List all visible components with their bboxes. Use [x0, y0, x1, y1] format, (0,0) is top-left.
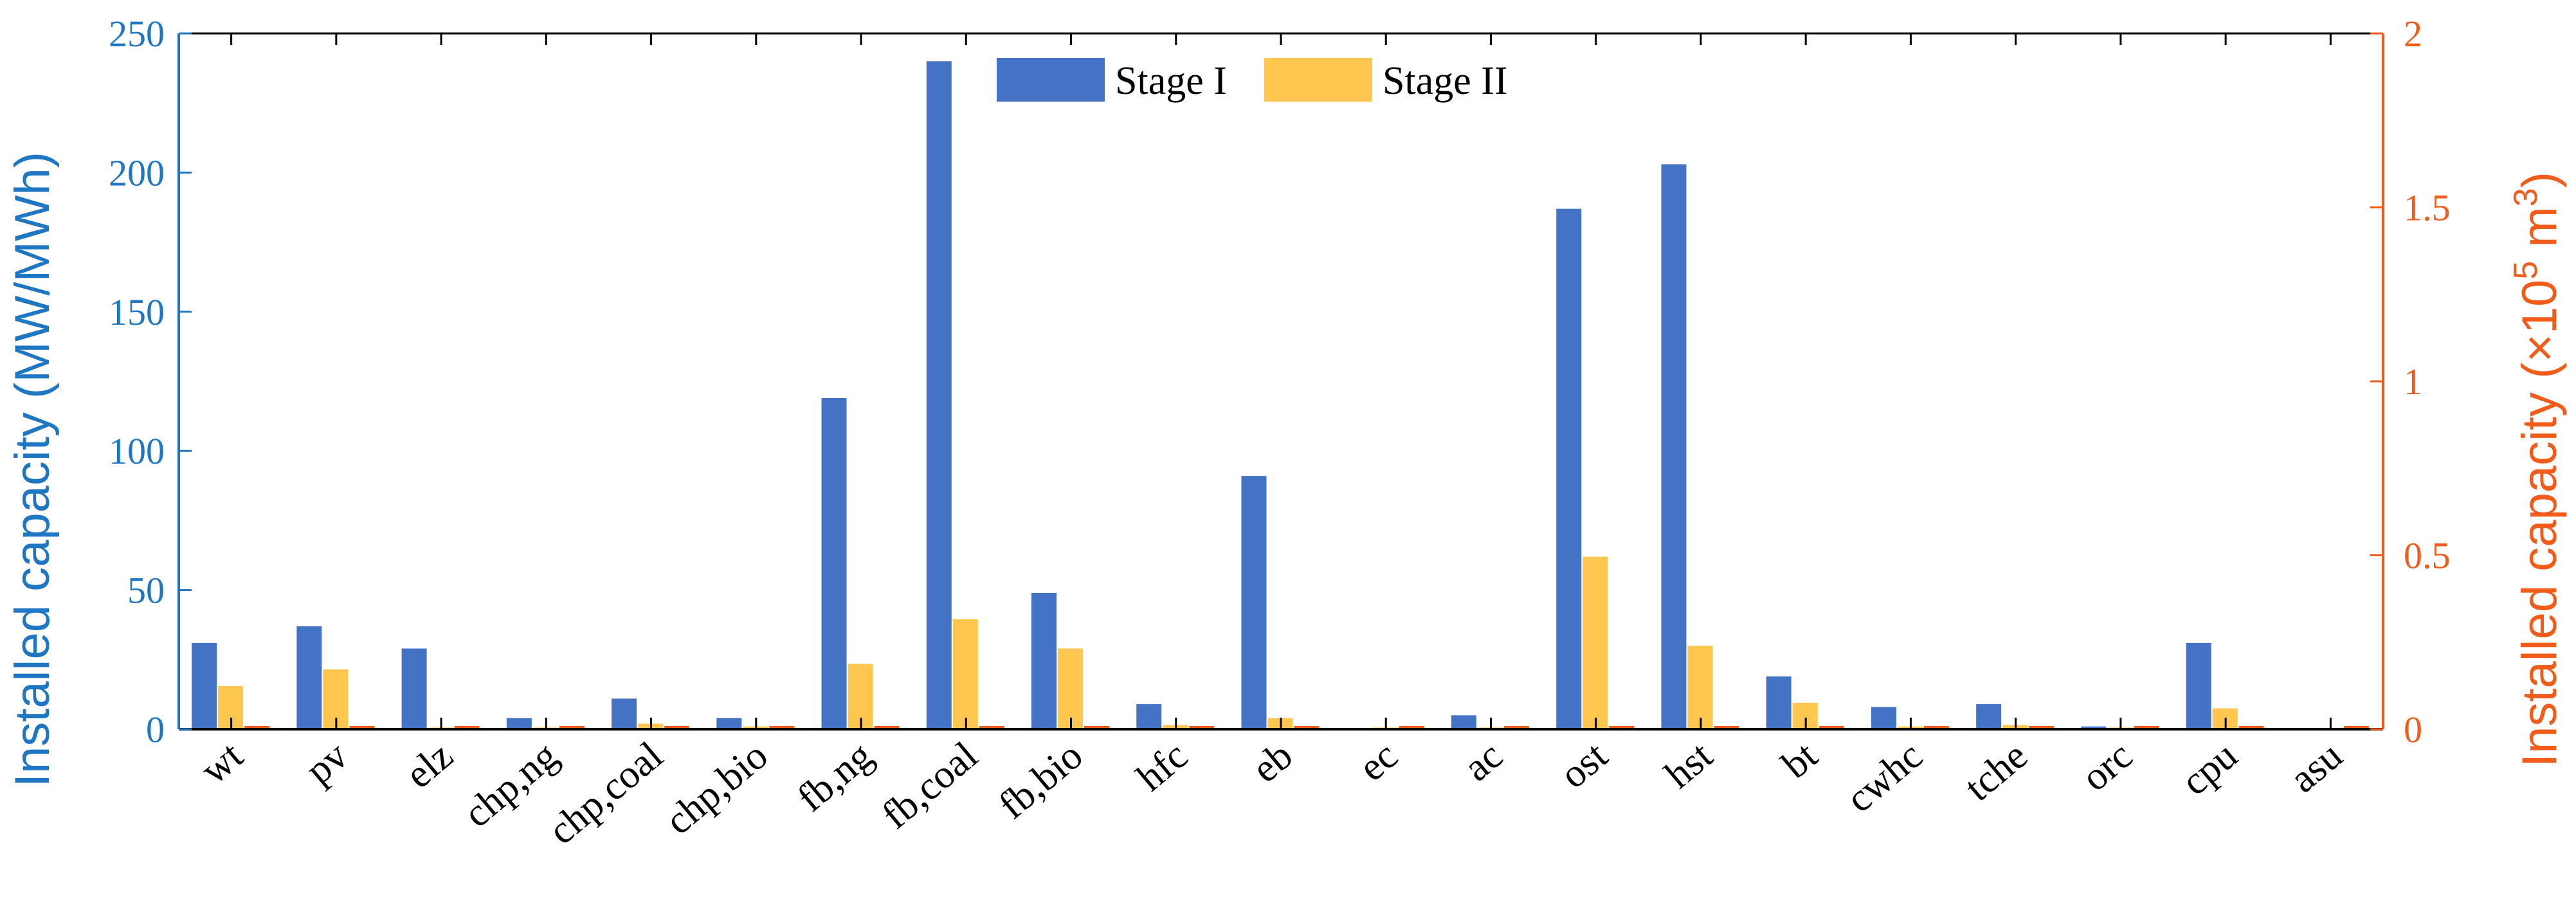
bar-stage-ii-7 — [952, 619, 978, 729]
bar-right-series-19 — [2238, 726, 2264, 729]
category-label-9: hfc — [1129, 734, 1195, 800]
bar-stage-i-18 — [2081, 726, 2107, 729]
category-label-17: tche — [1957, 734, 2036, 810]
category-label-16: cwhc — [1838, 734, 1931, 821]
bar-right-series-11 — [1399, 726, 1424, 729]
bar-stage-i-7 — [926, 61, 952, 729]
bar-right-series-18 — [2134, 726, 2159, 729]
left-tick-label-3: 150 — [109, 291, 165, 333]
legend-swatch-stage-ii — [1264, 58, 1372, 102]
right-tick-label-4: 2 — [2404, 13, 2422, 55]
bar-stage-ii-8 — [1058, 648, 1084, 729]
bar-right-series-9 — [1189, 726, 1215, 729]
legend-label-stage-ii: Stage II — [1383, 59, 1508, 103]
bar-stage-i-19 — [2186, 642, 2211, 729]
right-tick-label-0: 0 — [2404, 709, 2422, 750]
left-tick-label-2: 100 — [109, 430, 165, 472]
bar-stage-i-6 — [821, 397, 847, 729]
bar-right-series-8 — [1084, 726, 1110, 729]
bar-stage-ii-14 — [1687, 646, 1713, 729]
bar-stage-i-0 — [192, 642, 217, 729]
left-tick-label-0: 0 — [146, 709, 165, 750]
category-label-19: cpu — [2173, 734, 2245, 804]
right-y-axis-label-exp2: 3 — [2507, 188, 2544, 206]
bar-stage-i-12 — [1451, 715, 1476, 729]
bar-stage-i-5 — [716, 718, 742, 729]
right-tick-label-1: 0.5 — [2404, 535, 2451, 577]
left-tick-label-4: 200 — [109, 152, 165, 194]
bar-stage-i-1 — [296, 626, 322, 729]
right-tick-label-3: 1.5 — [2404, 187, 2451, 229]
category-label-12: ac — [1456, 734, 1511, 790]
bar-stage-i-15 — [1766, 676, 1791, 729]
bars-group — [192, 61, 2343, 729]
category-label-20: asu — [2281, 734, 2350, 801]
bar-stage-i-13 — [1556, 208, 1582, 729]
right-y-axis-label: Installed capacity (×105 m3) — [2507, 172, 2567, 767]
category-label-0: wt — [192, 734, 251, 793]
bar-stage-i-8 — [1031, 592, 1057, 729]
bar-stage-i-10 — [1241, 476, 1267, 729]
category-label-13: ost — [1552, 734, 1616, 797]
ticks-group: 0 50 100 150 200 250 0 0.5 1 1.5 2 — [109, 13, 2451, 750]
bar-stage-i-2 — [401, 648, 427, 729]
category-label-1: pv — [298, 734, 356, 793]
right-series-bars-group — [244, 726, 2369, 729]
legend-swatch-stage-i — [997, 58, 1105, 102]
legend: Stage I Stage II — [984, 46, 1537, 116]
bar-stage-ii-13 — [1583, 556, 1608, 729]
bar-right-series-14 — [1714, 726, 1739, 729]
right-y-axis-label-main: Installed capacity (×10 — [2512, 280, 2567, 767]
bar-stage-i-14 — [1661, 164, 1687, 729]
category-label-2: elz — [397, 734, 461, 797]
right-tick-label-2: 1 — [2404, 361, 2422, 403]
right-y-axis-label-close: ) — [2512, 172, 2567, 188]
bar-stage-i-4 — [612, 698, 637, 729]
bar-right-series-12 — [1503, 726, 1529, 729]
left-y-axis-label: Installed capacity (MW/MWh) — [5, 152, 60, 787]
category-label-14: hst — [1657, 734, 1721, 797]
bar-right-series-6 — [874, 726, 900, 729]
category-label-8: fb,bio — [991, 734, 1091, 828]
bar-stage-i-3 — [506, 718, 532, 729]
bar-right-series-1 — [349, 726, 375, 729]
bar-right-series-5 — [769, 726, 795, 729]
right-y-axis-label-exp1: 5 — [2507, 261, 2544, 280]
bar-right-series-20 — [2343, 726, 2369, 729]
category-label-10: eb — [1244, 734, 1301, 792]
bar-right-series-2 — [454, 726, 480, 729]
left-tick-label-1: 50 — [127, 570, 165, 612]
bar-right-series-7 — [979, 726, 1004, 729]
bar-right-series-17 — [2029, 726, 2054, 729]
category-label-4: chp,coal — [540, 734, 671, 853]
category-label-11: ec — [1350, 734, 1406, 790]
category-label-5: chp,bio — [657, 734, 776, 844]
right-y-axis-label-unit: m — [2512, 206, 2567, 260]
bar-right-series-16 — [1923, 726, 1949, 729]
category-label-18: orc — [2074, 734, 2141, 800]
bar-right-series-15 — [1819, 726, 1844, 729]
bar-right-series-4 — [664, 726, 690, 729]
category-label-15: bt — [1774, 734, 1826, 787]
bar-right-series-0 — [244, 726, 270, 729]
bar-stage-i-17 — [1976, 704, 2002, 729]
bar-right-series-3 — [559, 726, 585, 729]
bar-stage-i-16 — [1871, 707, 1896, 729]
axes-group — [177, 32, 2384, 731]
bar-right-series-13 — [1609, 726, 1635, 729]
legend-label-stage-i: Stage I — [1115, 59, 1227, 103]
bar-right-series-10 — [1294, 726, 1320, 729]
category-label-7: fb,coal — [874, 734, 986, 838]
category-label-6: fb,ng — [789, 734, 881, 821]
left-tick-label-5: 250 — [109, 13, 165, 55]
bar-stage-i-9 — [1136, 704, 1162, 729]
